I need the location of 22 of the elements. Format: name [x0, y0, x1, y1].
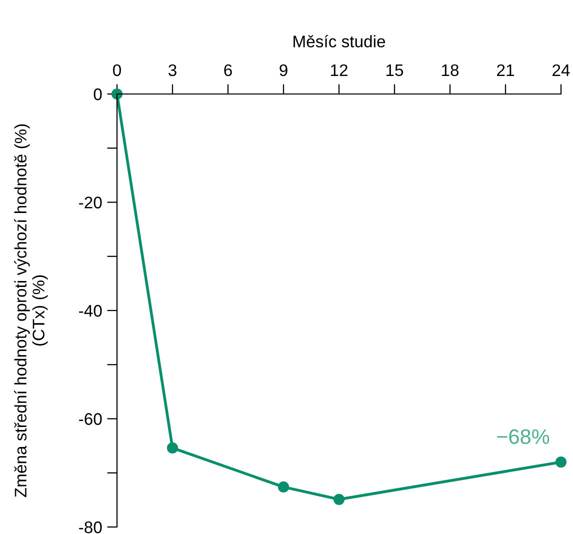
y-tick-label: 0	[94, 88, 102, 100]
annotation: −68%	[497, 429, 550, 444]
x-tick-label: 0	[113, 64, 121, 76]
y-tick-label: -40	[79, 304, 102, 317]
x-tick-label: 3	[168, 64, 176, 76]
y-tick-label: -80	[79, 521, 102, 534]
point	[333, 494, 345, 505]
point	[278, 481, 290, 493]
x-tick-label: 12	[331, 64, 348, 76]
x-axis-title: Měsíc studie	[294, 34, 386, 48]
x-tick-label: 24	[552, 64, 570, 76]
x-tick-label: 6	[224, 64, 232, 76]
point	[111, 88, 123, 100]
x-tick-label: 15	[386, 64, 404, 76]
y-tick-label: -20	[79, 196, 102, 208]
x-tick-label: 18	[442, 64, 459, 76]
y-tick-label: -60	[79, 413, 102, 425]
y-axis-title: Změna střední hodnoty oproti výchozí hodnotě (%) (CTx) (%)	[14, 124, 48, 498]
point	[555, 456, 567, 468]
x-tick-label: 9	[280, 64, 288, 76]
point	[166, 442, 178, 454]
x-tick-label: 21	[497, 64, 514, 76]
